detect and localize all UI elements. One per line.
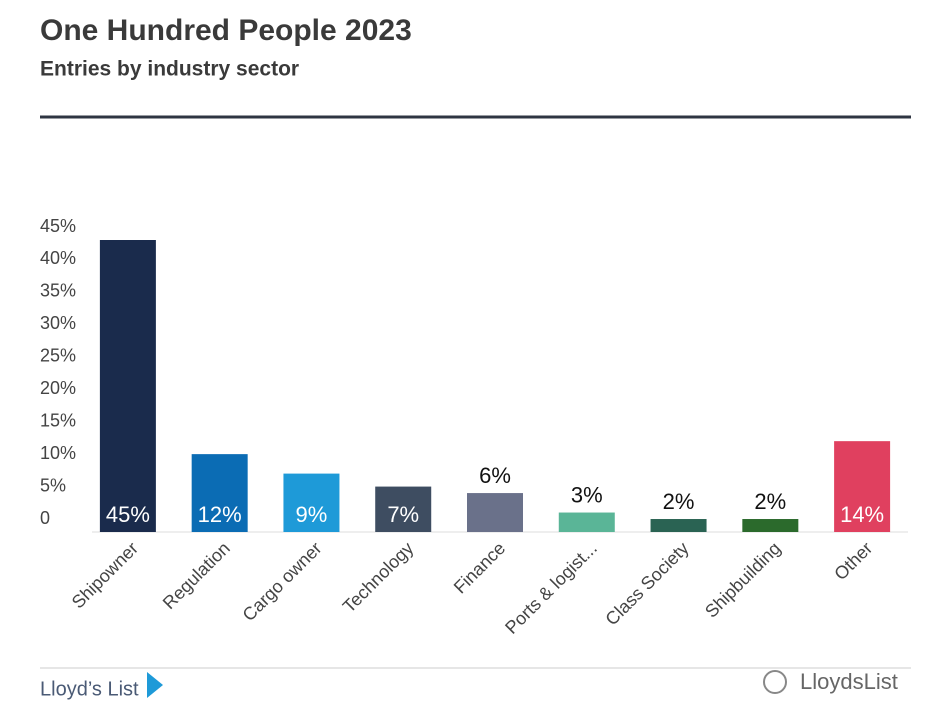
watermark-icon — [763, 670, 787, 694]
bar — [650, 519, 707, 532]
data-label: 7% — [387, 502, 419, 527]
bar — [99, 240, 156, 532]
y-tick-label: 20% — [40, 378, 76, 398]
bar — [467, 493, 523, 532]
data-label: 3% — [571, 482, 603, 507]
y-tick-label: 35% — [40, 281, 76, 301]
x-tick-label: Regulation — [159, 538, 234, 613]
y-tick-label: 0 — [40, 508, 50, 528]
y-tick-label: 40% — [40, 248, 76, 268]
x-tick-label: Class Society — [601, 538, 692, 629]
data-label: 14% — [840, 502, 884, 527]
x-tick-label: Other — [830, 538, 876, 584]
x-tick-label: Finance — [450, 538, 509, 597]
data-label: 2% — [754, 489, 786, 514]
chart-subtitle: Entries by industry sector — [40, 58, 299, 81]
y-tick-label: 5% — [40, 475, 66, 495]
bar — [191, 454, 248, 532]
data-label: 12% — [198, 502, 242, 527]
x-tick-label: Shipowner — [68, 538, 142, 612]
x-tick-label: Shipbuilding — [701, 538, 784, 621]
chart-title: One Hundred People 2023 — [40, 14, 412, 47]
data-label: 45% — [106, 502, 150, 527]
bar — [558, 512, 615, 532]
bar — [283, 473, 340, 532]
x-tick-label: Cargo owner — [239, 538, 326, 625]
data-label: 9% — [296, 502, 328, 527]
x-tick-label: Technology — [339, 538, 418, 617]
brand: Lloyd’s List — [40, 678, 139, 700]
data-label: 6% — [479, 463, 511, 488]
y-tick-label: 45% — [40, 216, 76, 236]
y-tick-label: 25% — [40, 346, 76, 366]
data-label: 2% — [663, 489, 695, 514]
watermark: LloydsList — [800, 669, 898, 694]
y-tick-label: 15% — [40, 410, 76, 430]
brand-logo — [147, 672, 163, 698]
bar — [375, 486, 432, 532]
y-tick-label: 30% — [40, 313, 76, 333]
y-tick-label: 10% — [40, 443, 76, 463]
bar — [834, 441, 891, 532]
x-tick-label: Ports & logist... — [501, 538, 601, 638]
bar — [742, 519, 799, 532]
